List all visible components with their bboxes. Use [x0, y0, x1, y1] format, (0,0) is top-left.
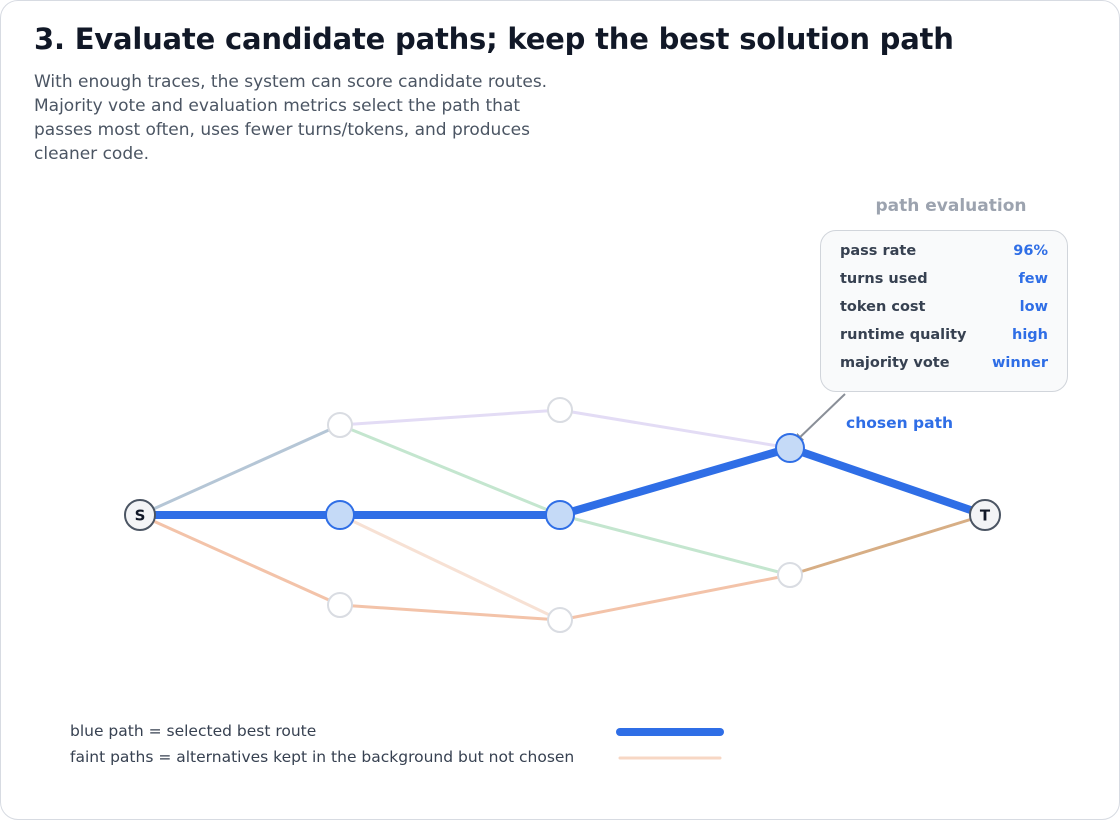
node-end-label: T [980, 507, 991, 525]
alt-edge-mid-lowright [559, 513, 791, 577]
metric-label: runtime quality [840, 327, 967, 343]
alt-edge-lowright-t [789, 513, 986, 577]
chosen-path-label: chosen path [846, 414, 954, 432]
node-chosen-2 [545, 500, 575, 530]
node-top-middle [547, 397, 573, 423]
metric-value: high [1012, 327, 1048, 343]
evaluation-title: path evaluation [875, 196, 1027, 216]
legend-faint-text: faint paths = alternatives kept in the b… [70, 748, 575, 766]
alt-edge-chosen1-low [339, 513, 561, 622]
alt-edge-upper-top [339, 408, 561, 427]
metric-label: majority vote [840, 355, 950, 371]
metric-label: turns used [840, 271, 928, 287]
metric-row: turns used few [840, 271, 1048, 293]
node-end [969, 499, 1001, 531]
alt-edge-lowleft-low [339, 603, 561, 622]
node-lower-right [777, 562, 803, 588]
metric-label: token cost [840, 299, 926, 315]
alt-edge-low-lowright [559, 573, 791, 622]
node-start [124, 499, 156, 531]
metric-row: token cost low [840, 299, 1048, 321]
node-lower-left [327, 592, 353, 618]
alt-edge-top-chosen [559, 408, 791, 450]
alt-edge-upper-mid [339, 423, 561, 517]
alt-edge-s-lowleft [139, 513, 341, 607]
alt-edge-s-upper [139, 423, 341, 517]
metric-value: winner [992, 355, 1048, 371]
metric-label: pass rate [840, 243, 917, 259]
legend-chosen-text: blue path = selected best route [70, 722, 317, 740]
page-title: 3. Evaluate candidate paths; keep the be… [34, 22, 954, 56]
metric-value: 96% [1013, 243, 1048, 259]
page-subtitle: With enough traces, the system can score… [34, 72, 548, 164]
metric-row: runtime quality high [840, 327, 1048, 349]
metric-row: pass rate 96% [840, 243, 1048, 265]
node-lower-middle [547, 607, 573, 633]
callout-arrow [793, 393, 846, 444]
metric-value: low [1019, 299, 1048, 315]
node-chosen-1 [325, 500, 355, 530]
metric-value: few [1018, 271, 1048, 287]
node-start-label: S [135, 507, 146, 525]
evaluation-panel: pass rate 96% turns used few token cost … [820, 230, 1068, 392]
node-chosen-3 [775, 433, 805, 463]
metric-row: majority vote winner [840, 355, 1048, 377]
node-upper-left [327, 412, 353, 438]
